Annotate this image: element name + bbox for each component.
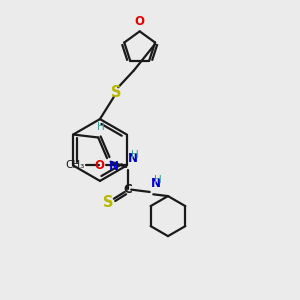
Text: O: O	[135, 15, 145, 28]
Text: S: S	[111, 85, 122, 100]
Text: H: H	[130, 150, 138, 160]
Text: C: C	[123, 182, 132, 196]
Text: H: H	[154, 176, 162, 185]
Text: S: S	[103, 195, 114, 210]
Text: CH₃: CH₃	[66, 160, 85, 170]
Text: N: N	[151, 178, 161, 190]
Text: O: O	[94, 159, 104, 172]
Text: N: N	[128, 152, 138, 165]
Text: N: N	[109, 160, 118, 172]
Text: H: H	[97, 122, 104, 132]
